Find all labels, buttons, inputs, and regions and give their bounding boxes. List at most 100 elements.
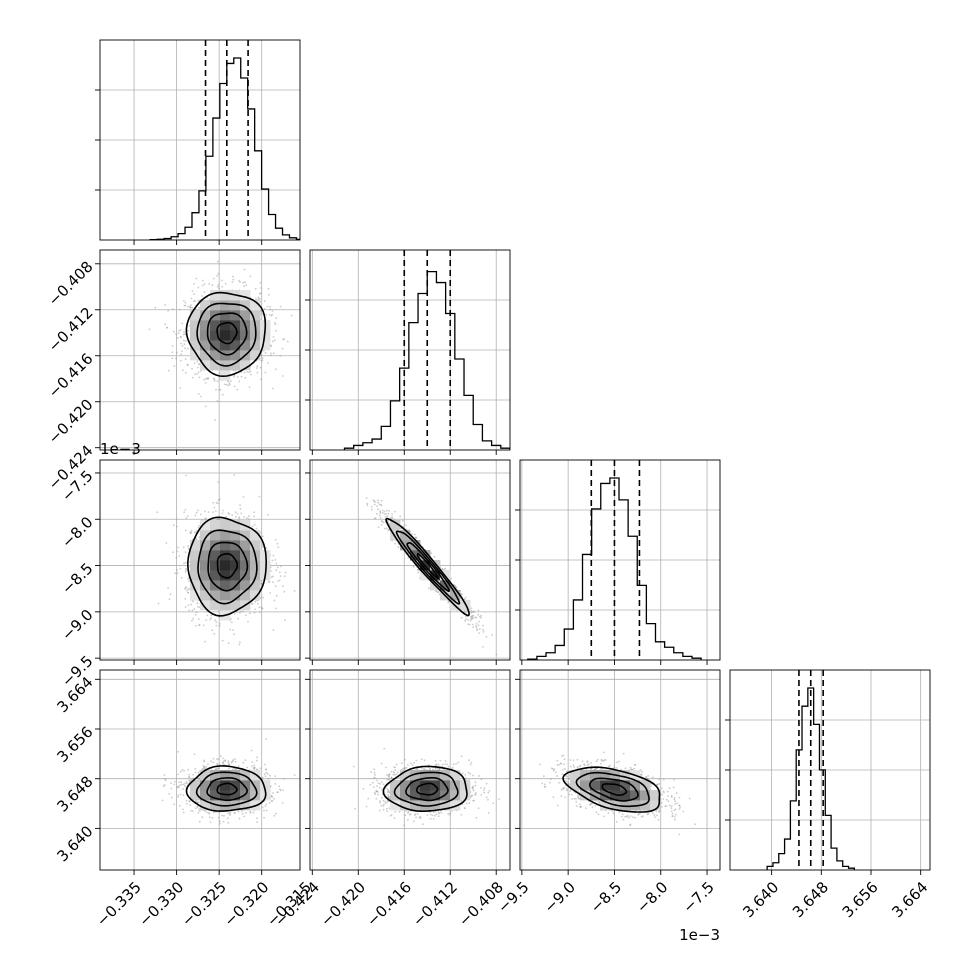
density-cell [190, 340, 201, 351]
density-cell [190, 560, 201, 571]
sample-point [245, 811, 247, 814]
sample-point [257, 296, 260, 299]
density-cell [210, 520, 221, 531]
sample-point [272, 629, 275, 631]
sample-point [228, 383, 231, 386]
sample-point [377, 501, 380, 504]
sample-point [231, 514, 234, 516]
density-cell [210, 300, 221, 311]
sample-point [185, 474, 188, 477]
density-cell [210, 360, 221, 371]
sample-point [194, 768, 197, 770]
sample-point [450, 577, 452, 580]
sample-point [267, 287, 270, 290]
sample-point [205, 765, 208, 768]
sample-point [232, 278, 235, 281]
sample-point [222, 757, 225, 760]
sample-point [274, 339, 276, 341]
sample-point [399, 515, 402, 518]
sample-point [239, 504, 241, 507]
sample-point [238, 517, 241, 520]
sample-point [175, 333, 177, 336]
sample-point [198, 810, 201, 812]
sample-point [217, 610, 220, 612]
sample-point [212, 277, 215, 280]
sample-point [394, 510, 396, 513]
sample-point [194, 514, 197, 517]
sample-point [377, 508, 379, 511]
density-cell [230, 330, 241, 341]
density-cell [200, 590, 211, 601]
density-cell [190, 330, 201, 341]
sample-point [293, 590, 296, 592]
sample-point [274, 322, 276, 324]
sample-point [179, 387, 182, 389]
histogram-panel-2 [305, 249, 511, 455]
density-cell [240, 340, 251, 351]
histogram-step-line [766, 687, 855, 870]
sample-point [188, 609, 190, 612]
sample-point [190, 297, 193, 300]
sample-point [260, 287, 262, 289]
sample-point [193, 283, 195, 285]
sample-point [365, 497, 368, 499]
sample-point [184, 340, 187, 342]
sample-point [222, 509, 224, 512]
sample-point [372, 499, 375, 502]
sample-point [272, 336, 275, 338]
sample-point [284, 571, 287, 574]
sample-point [188, 325, 191, 327]
sample-point [184, 347, 186, 350]
sample-point [233, 385, 236, 388]
contour-level-3 [197, 529, 258, 605]
sample-point [187, 578, 190, 580]
sample-point [482, 628, 484, 631]
density-cell [200, 550, 211, 561]
histogram-step-line [527, 477, 702, 660]
density-cell [440, 580, 451, 591]
density-cell [230, 350, 241, 361]
sample-point [465, 611, 467, 614]
sample-point [186, 363, 189, 366]
density-cell [190, 550, 201, 561]
sample-point [491, 634, 493, 636]
sample-point [468, 623, 471, 626]
sample-point [211, 629, 214, 632]
sample-point [379, 516, 382, 519]
sample-point [231, 281, 234, 283]
sample-point [258, 298, 260, 300]
sample-point [373, 503, 376, 506]
density-cell [230, 530, 241, 541]
sample-point [164, 304, 166, 306]
sample-point [176, 337, 179, 339]
sample-point [218, 625, 221, 628]
panel-body [148, 260, 293, 421]
sample-point [470, 607, 473, 609]
density-cell [220, 530, 231, 541]
density-cell [220, 520, 231, 531]
sample-point [256, 367, 258, 369]
sample-point [232, 275, 234, 278]
sample-point [195, 611, 198, 614]
sample-point [177, 332, 180, 334]
sample-point [216, 502, 219, 505]
density-cell [190, 540, 201, 551]
sample-point [181, 369, 184, 372]
density-cell [190, 320, 201, 331]
sample-point [414, 536, 417, 539]
sample-point [176, 550, 179, 553]
sample-point [197, 286, 200, 289]
sample-point [260, 378, 262, 381]
sample-point [198, 624, 200, 627]
sample-point [271, 313, 274, 316]
sample-point [272, 352, 275, 355]
sample-point [221, 639, 224, 642]
sample-point [199, 513, 202, 516]
contour-level-4 [186, 516, 268, 617]
sample-point [246, 371, 249, 373]
sample-point [212, 501, 215, 504]
panel-body [161, 738, 300, 825]
sample-point [281, 375, 284, 377]
density-cell [220, 370, 231, 381]
sample-point [277, 546, 280, 548]
